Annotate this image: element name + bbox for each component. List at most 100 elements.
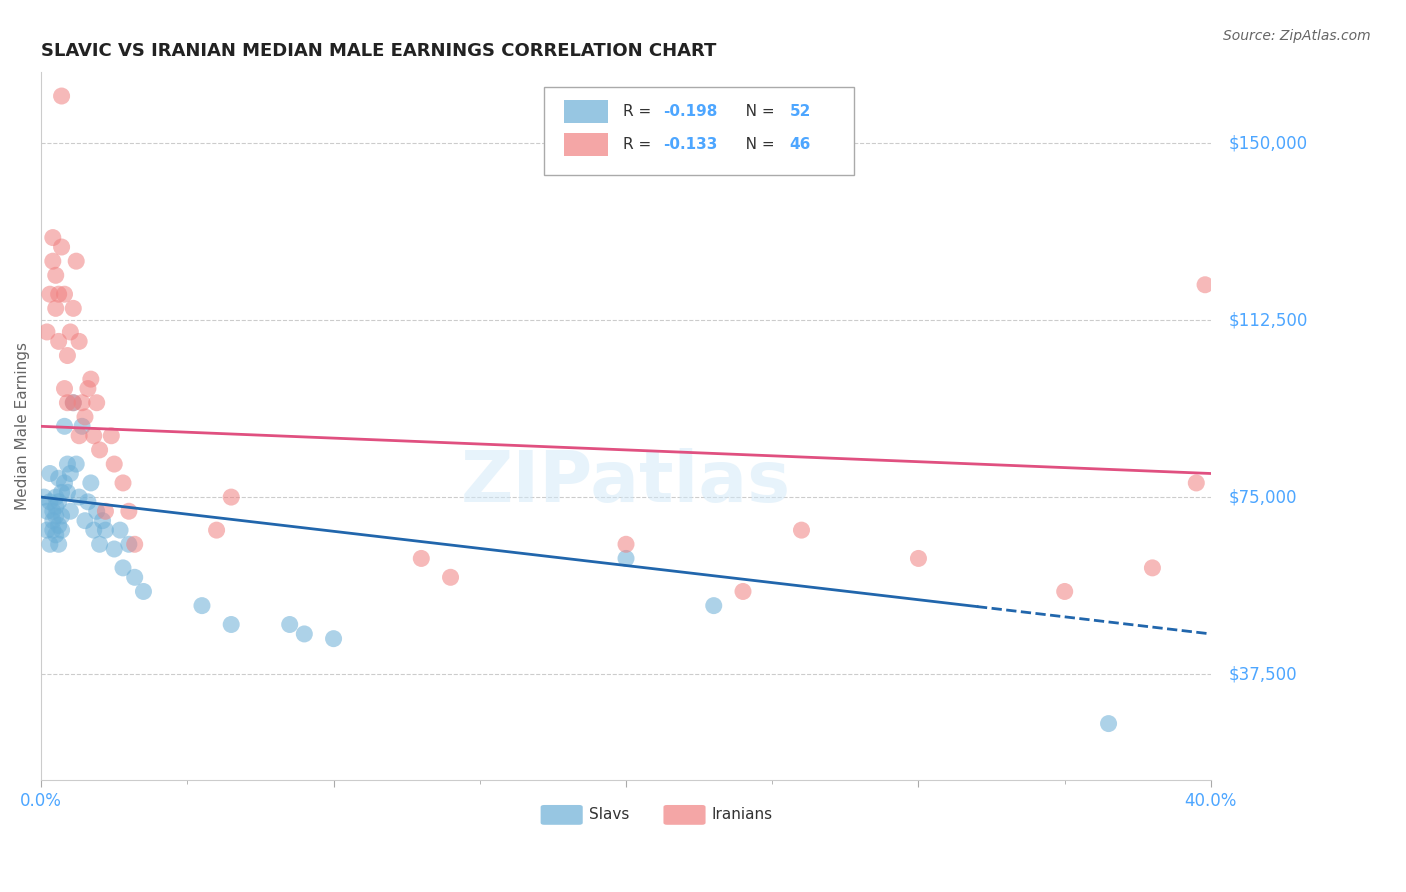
Point [56, 457, 79, 471]
Point [191, 599, 214, 613]
Point [103, 457, 125, 471]
Text: Slavs: Slavs [589, 807, 628, 822]
Text: R =: R = [623, 103, 655, 119]
Point [94, 504, 117, 518]
Text: Iranians: Iranians [711, 807, 772, 822]
Point [703, 599, 725, 613]
Point [38, 537, 60, 551]
Point [59, 504, 82, 518]
Point [35, 523, 58, 537]
Text: $150,000: $150,000 [1229, 134, 1308, 153]
Point [51, 485, 73, 500]
Point [53, 475, 76, 490]
Point [42, 514, 65, 528]
Point [73, 409, 96, 424]
Point [907, 551, 929, 566]
Point [62, 395, 84, 409]
Point [51, 89, 73, 103]
Point [42, 523, 65, 537]
Point [111, 475, 134, 490]
Point [83, 523, 105, 537]
Point [108, 523, 131, 537]
Point [38, 495, 60, 509]
Point [42, 254, 65, 268]
Point [614, 537, 637, 551]
Point [292, 627, 315, 641]
Point [51, 42, 73, 56]
Text: $37,500: $37,500 [1229, 665, 1298, 683]
Point [53, 419, 76, 434]
Point [48, 537, 70, 551]
FancyBboxPatch shape [541, 805, 582, 825]
Point [790, 523, 813, 537]
Point [118, 504, 141, 518]
Point [731, 584, 754, 599]
Point [42, 230, 65, 244]
Text: N =: N = [731, 103, 780, 119]
Point [45, 490, 67, 504]
Point [219, 617, 242, 632]
Text: -0.133: -0.133 [664, 137, 718, 153]
Point [86, 504, 108, 518]
Point [48, 287, 70, 301]
Point [53, 287, 76, 301]
Point [278, 617, 301, 632]
Point [411, 551, 433, 566]
Point [62, 395, 84, 409]
Point [45, 268, 67, 283]
Text: ZIPatlas: ZIPatlas [461, 449, 792, 517]
Point [1097, 716, 1119, 731]
Point [38, 287, 60, 301]
Text: 52: 52 [790, 103, 811, 119]
Point [67, 490, 90, 504]
Point [1142, 561, 1164, 575]
Point [48, 518, 70, 533]
Point [67, 429, 90, 443]
Point [56, 485, 79, 500]
Point [111, 561, 134, 575]
Point [89, 537, 111, 551]
Point [59, 467, 82, 481]
Point [205, 523, 228, 537]
Text: $112,500: $112,500 [1229, 311, 1308, 329]
Point [94, 523, 117, 537]
Text: $75,000: $75,000 [1229, 488, 1296, 506]
Point [35, 325, 58, 339]
Point [56, 395, 79, 409]
Text: SLAVIC VS IRANIAN MEDIAN MALE EARNINGS CORRELATION CHART: SLAVIC VS IRANIAN MEDIAN MALE EARNINGS C… [41, 42, 717, 60]
Point [1053, 584, 1076, 599]
Point [56, 349, 79, 363]
Point [77, 382, 100, 396]
Point [70, 419, 93, 434]
Point [118, 537, 141, 551]
Point [439, 570, 461, 584]
Point [219, 490, 242, 504]
Point [80, 372, 103, 386]
Point [32, 490, 55, 504]
Point [45, 508, 67, 523]
FancyBboxPatch shape [544, 87, 853, 175]
Point [67, 334, 90, 349]
Point [124, 570, 146, 584]
Point [53, 382, 76, 396]
FancyBboxPatch shape [564, 100, 609, 123]
Point [51, 523, 73, 537]
Point [1185, 475, 1208, 490]
Point [91, 514, 114, 528]
Text: 46: 46 [790, 137, 811, 153]
Point [48, 471, 70, 485]
Point [614, 551, 637, 566]
Point [62, 301, 84, 316]
FancyBboxPatch shape [564, 133, 609, 156]
Point [45, 528, 67, 542]
Point [322, 632, 344, 646]
Point [48, 334, 70, 349]
Point [35, 504, 58, 518]
Point [100, 429, 122, 443]
Point [1194, 277, 1216, 292]
Point [45, 301, 67, 316]
Point [83, 429, 105, 443]
Point [77, 495, 100, 509]
Point [45, 500, 67, 514]
Point [51, 240, 73, 254]
